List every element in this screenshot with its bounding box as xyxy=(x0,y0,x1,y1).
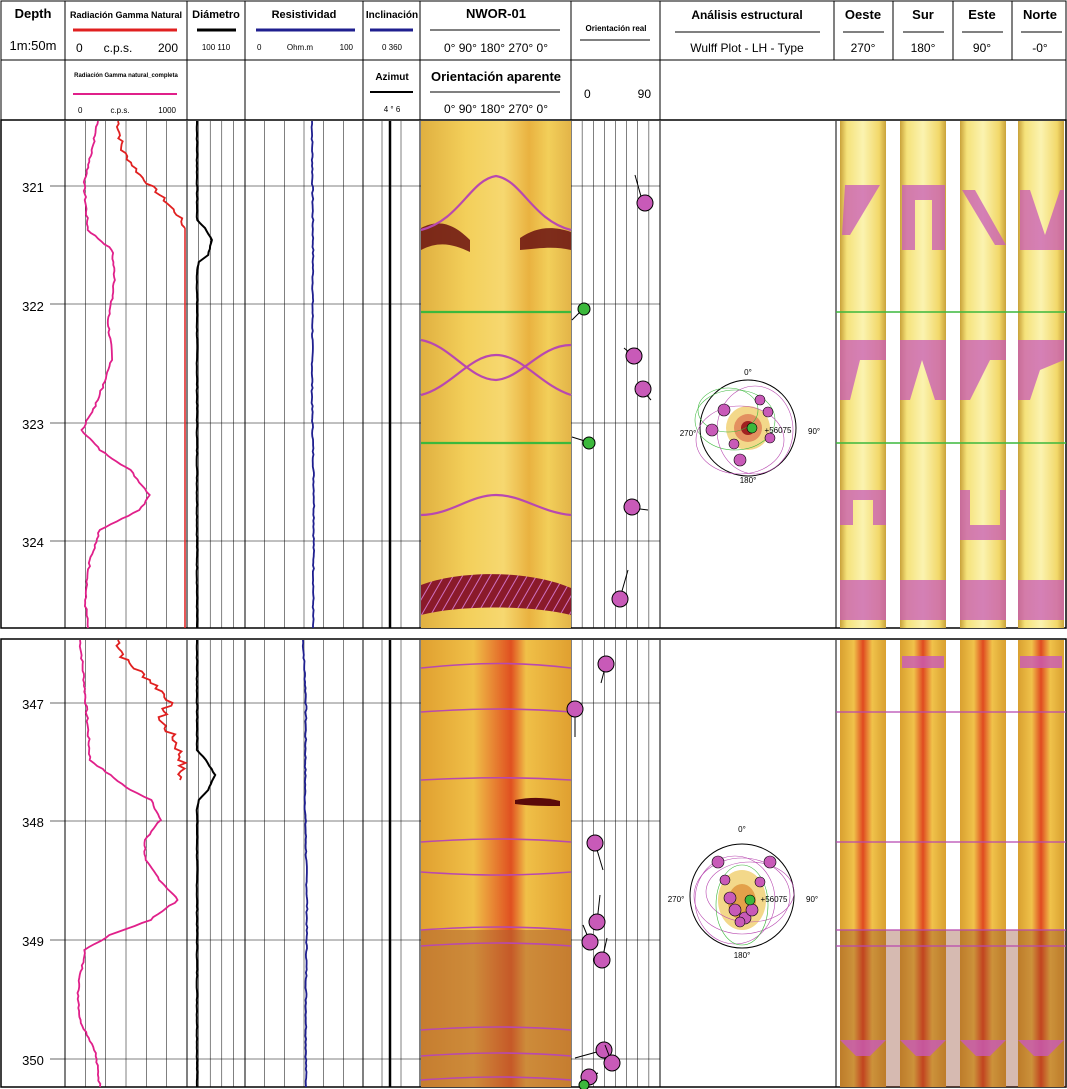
norte-title: Norte xyxy=(1023,7,1057,22)
resistividad-title: Resistividad xyxy=(272,9,337,21)
wulff-west: 270° xyxy=(680,429,697,438)
resistividad-min: 0 xyxy=(257,43,262,52)
depth-title: Depth xyxy=(15,6,52,21)
gamma-full-min: 0 xyxy=(78,106,83,115)
core-views xyxy=(836,121,1066,628)
gamma-min: 0 xyxy=(76,41,83,55)
orientation-tadpoles xyxy=(571,174,654,608)
wulff-north: 0° xyxy=(744,368,752,377)
wulff-west: 270° xyxy=(668,895,685,904)
nwor-title: NWOR-01 xyxy=(466,6,526,21)
depth-scale: 1m:50m xyxy=(10,38,57,53)
analisis-subtitle: Wulff Plot - LH - Type xyxy=(690,41,804,55)
depth-label: 324 xyxy=(22,535,44,550)
depth-label: 347 xyxy=(22,697,44,712)
wulff-south: 180° xyxy=(734,951,751,960)
norte-deg: -0° xyxy=(1032,41,1048,55)
log-panel-lower: 347 348 349 350 xyxy=(0,638,1067,1089)
resistividad-unit: Ohm.m xyxy=(287,43,314,52)
wulff-east: 90° xyxy=(806,895,818,904)
azimut-title: Azimut xyxy=(375,72,409,83)
gamma-curve xyxy=(115,639,188,781)
wulff-center-label: +56075 xyxy=(765,426,792,435)
gamma-full-title: Radiación Gamma natural_completa xyxy=(74,73,178,79)
gamma-full-unit: c.p.s. xyxy=(110,106,129,115)
este-title: Este xyxy=(968,7,995,22)
gamma-title: Radiación Gamma Natural xyxy=(70,10,182,20)
resistivity-curve xyxy=(310,120,316,628)
depth-label: 321 xyxy=(22,180,44,195)
oeste-deg: 270° xyxy=(851,41,876,55)
orient-real-title: Orientación real xyxy=(586,24,647,33)
gamma-full-curve xyxy=(80,120,151,629)
gamma-full-curve xyxy=(76,639,179,1088)
azimut-scale: 4 ° 6 xyxy=(384,105,401,114)
orient-real-min: 0 xyxy=(584,87,591,101)
inclinacion-title: Inclinación xyxy=(366,10,418,21)
gamma-full-max: 1000 xyxy=(158,106,176,115)
depth-label: 322 xyxy=(22,299,44,314)
core-views xyxy=(836,640,1066,1087)
depth-label: 323 xyxy=(22,417,44,432)
fracture-zone xyxy=(421,574,571,615)
depth-label: 350 xyxy=(22,1053,44,1068)
analisis-title: Análisis estructural xyxy=(691,8,802,22)
sur-title: Sur xyxy=(912,7,934,22)
wulff-plot: 0° 270° 90° 180° +56075 xyxy=(680,368,820,485)
orientation-tadpoles xyxy=(566,655,621,1089)
gamma-unit: c.p.s. xyxy=(104,41,133,55)
oeste-title: Oeste xyxy=(845,7,881,22)
diametro-scale: 100 110 xyxy=(202,43,231,52)
orient-aparente-title: Orientación aparente xyxy=(431,69,561,84)
log-panel-upper: 321 322 323 324 xyxy=(0,119,1067,629)
wulff-east: 90° xyxy=(808,427,820,436)
sinusoid-picks xyxy=(420,174,572,517)
inclinacion-scale: 0 360 xyxy=(382,43,403,52)
wulff-center-label: +56075 xyxy=(761,895,788,904)
wulff-plot: 0° 270° 90° 180° +56075 xyxy=(668,825,818,960)
este-deg: 90° xyxy=(973,41,991,55)
wulff-north: 0° xyxy=(738,825,746,834)
borehole-image xyxy=(421,121,571,628)
resistividad-max: 100 xyxy=(340,43,354,52)
depth-label: 348 xyxy=(22,815,44,830)
orient-aparente-ticks: 0° 90° 180° 270° 0° xyxy=(444,102,548,116)
orient-real-max: 90 xyxy=(638,87,652,101)
gamma-max: 200 xyxy=(158,41,178,55)
diameter-curve xyxy=(195,640,217,1088)
resistivity-curve xyxy=(301,639,309,1088)
nwor-ticks: 0° 90° 180° 270° 0° xyxy=(444,41,548,55)
sur-deg: 180° xyxy=(911,41,936,55)
depth-label: 349 xyxy=(22,934,44,949)
gamma-curve xyxy=(115,120,186,229)
wulff-south: 180° xyxy=(740,476,757,485)
sinusoid-picks xyxy=(420,662,572,1081)
diameter-curve xyxy=(195,121,213,628)
diametro-title: Diámetro xyxy=(192,9,240,21)
